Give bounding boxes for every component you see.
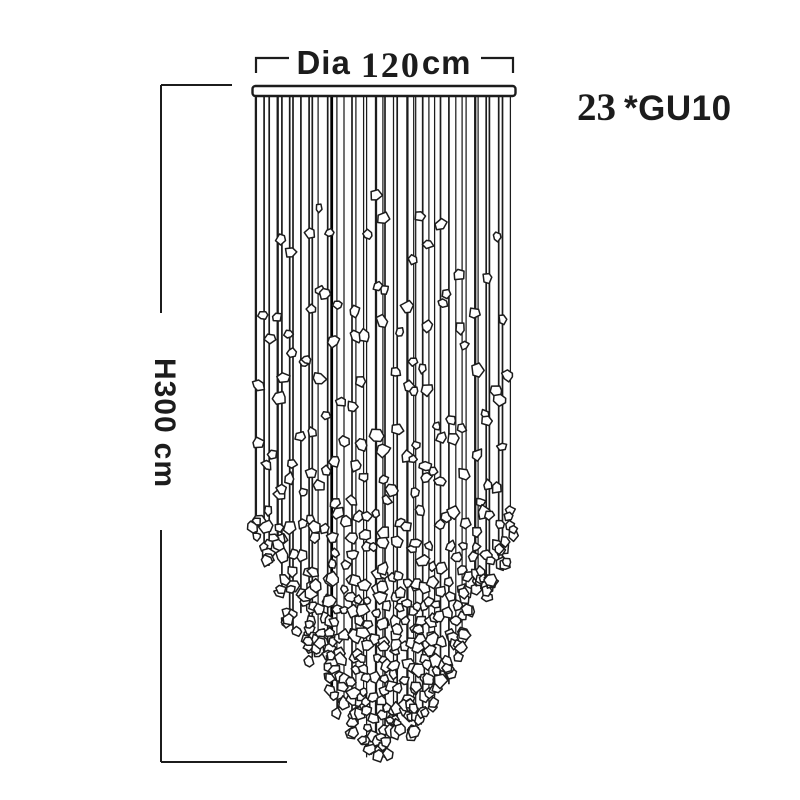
bulb-count: 23 [577,86,616,129]
bulb-type: *GU10 [624,89,732,128]
height-unit: cm [148,442,181,489]
dimension-lines [160,56,515,763]
diameter-label: Dia 120 cm [252,41,516,85]
crystal-stones [246,188,520,763]
ceiling-plate [251,84,517,98]
ceiling-plate-bar [251,84,517,98]
diameter-dimension-brackets [254,56,515,73]
diameter-unit: cm [421,44,472,81]
diameter-value: 120 [360,45,421,85]
height-label: H300 cm [146,343,182,503]
bulb-spec-label: 23 *GU10 [577,85,732,130]
height-value: H300 [148,357,181,434]
diameter-prefix: Dia [296,44,351,81]
height-dimension-line [160,84,287,763]
